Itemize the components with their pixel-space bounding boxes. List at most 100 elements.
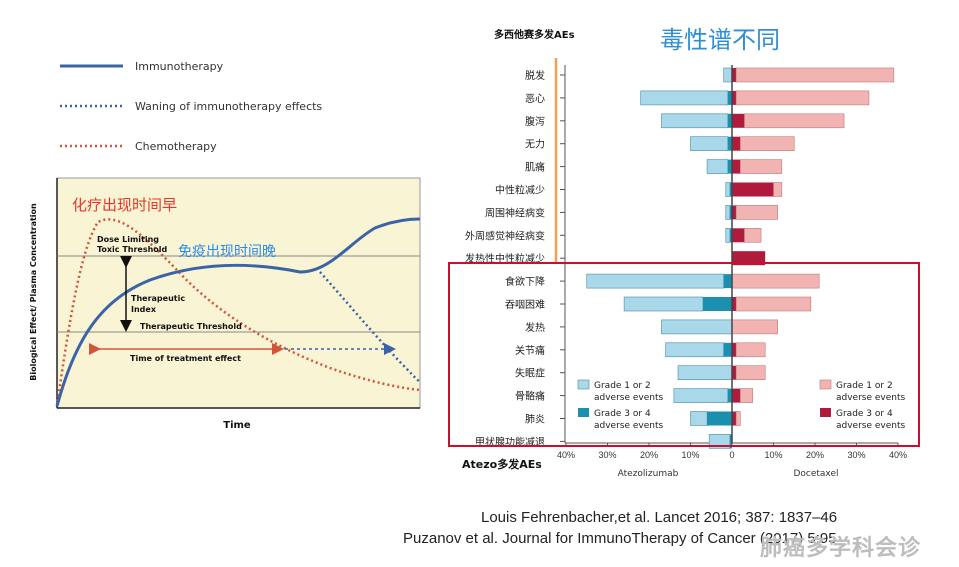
bar-docetaxel-g34 — [732, 365, 737, 380]
bar-atezo-g34 — [729, 434, 732, 449]
bar-docetaxel-g12 — [735, 296, 812, 312]
bar-atezo-g34 — [707, 411, 732, 426]
label-index: Index — [131, 305, 157, 314]
bar-docetaxel-g34 — [732, 113, 745, 128]
bar-docetaxel-g12 — [739, 136, 795, 151]
x-tick-label: 10% — [764, 450, 782, 460]
bar-docetaxel-g34 — [732, 90, 737, 105]
legend-label-chemotherapy: Chemotherapy — [135, 140, 217, 153]
category-label: 周围神经病变 — [485, 206, 545, 219]
bar-docetaxel-g12 — [739, 159, 783, 174]
bar-docetaxel-g12 — [739, 388, 754, 403]
bar-docetaxel-g34 — [732, 182, 774, 197]
category-label: 发热 — [525, 321, 545, 334]
legend-doce-g34-line2: adverse events — [836, 421, 906, 431]
legend-atezo-g34-line2: adverse events — [594, 421, 664, 431]
annotation-immuno-late: 免疫出现时间晚 — [178, 244, 276, 260]
category-label: 脱发 — [525, 69, 545, 82]
label-time-of-treatment: Time of treatment effect — [130, 354, 241, 363]
legend-atezo-g12-line1: Grade 1 or 2 — [594, 381, 651, 391]
category-label: 失眠症 — [515, 367, 545, 380]
bar-atezo-g12 — [690, 136, 729, 151]
bar-atezo-g34 — [729, 205, 732, 220]
bar-docetaxel-g12 — [735, 365, 766, 381]
chemotherapy-curve — [55, 218, 421, 407]
bar-atezo-g12 — [706, 159, 729, 174]
bar-atezo-g34 — [723, 274, 732, 289]
x-tick-label: 40% — [557, 450, 575, 460]
watermark: 肺癌多学科会诊 — [760, 536, 922, 561]
bar-docetaxel-g34 — [732, 411, 737, 426]
bar-atezo-g34 — [727, 113, 732, 128]
bar-docetaxel-g34 — [732, 342, 737, 357]
bar-docetaxel-g12 — [731, 273, 820, 289]
label-toxic-threshold: Toxic Threshold — [97, 245, 168, 254]
bar-atezo-g34 — [727, 388, 732, 403]
bar-docetaxel-g34 — [732, 251, 766, 266]
arm-label-docetaxel: Docetaxel — [793, 469, 838, 479]
bar-docetaxel-g12 — [744, 113, 845, 129]
bar-atezo-g12 — [690, 411, 708, 426]
bar-docetaxel-g34 — [732, 159, 741, 174]
bar-docetaxel-g34 — [732, 68, 737, 82]
top-label-docetaxel-aes: 多西他赛多发AEs — [494, 28, 575, 41]
legend-doce-g12-line1: Grade 1 or 2 — [836, 381, 893, 391]
category-label: 发热性中性粒减少 — [465, 252, 545, 265]
legend-swatch-doce-g34 — [820, 408, 831, 417]
bar-atezo-g12 — [661, 113, 729, 129]
bar-docetaxel-g34 — [732, 297, 737, 311]
bar-atezo-g34 — [702, 297, 732, 311]
reference-fehrenbacher: Louis Fehrenbacher,et al. Lancet 2016; 3… — [481, 509, 838, 526]
bar-docetaxel-g34 — [732, 205, 737, 220]
category-label: 腹泻 — [525, 115, 545, 128]
annotation-chemo-early: 化疗出现时间早 — [72, 196, 177, 214]
bar-docetaxel-g12 — [744, 228, 762, 243]
label-dose-limiting: Dose Limiting — [97, 235, 159, 244]
category-label: 关节痛 — [515, 344, 545, 357]
bar-atezo-g34 — [727, 90, 732, 105]
category-label: 中性粒减少 — [495, 184, 545, 197]
x-tick-label: 10% — [681, 450, 699, 460]
bar-docetaxel-g12 — [735, 67, 895, 83]
bar-atezo-g12 — [725, 228, 731, 243]
legend-doce-g34-line1: Grade 3 or 4 — [836, 409, 893, 419]
left-legend: Immunotherapy Waning of immunotherapy ef… — [60, 60, 322, 153]
bar-atezo-g12 — [586, 273, 724, 289]
category-label: 食欲下降 — [505, 275, 545, 288]
bar-atezo-g12 — [723, 67, 733, 83]
legend-swatch-doce-g12 — [819, 379, 832, 390]
bar-docetaxel-g12 — [735, 411, 741, 426]
right-chart: 多西他赛多发AEs 毒性谱不同 脱发恶心腹泻无力肌痛中性粒减少周围神经病变外周感… — [448, 26, 920, 479]
bar-atezo-g12 — [640, 90, 729, 106]
bar-atezo-g34 — [723, 342, 732, 357]
headline-toxicity-differs: 毒性谱不同 — [660, 26, 780, 54]
bar-atezo-g34 — [729, 228, 732, 243]
bar-docetaxel-g12 — [773, 182, 783, 197]
x-tick-label: 20% — [806, 450, 824, 460]
atezo-aes-highlight-box — [448, 262, 920, 447]
bar-atezo-g34 — [729, 182, 732, 197]
bar-layer — [586, 67, 895, 449]
bar-atezo-g12 — [677, 365, 733, 381]
legend-label-waning: Waning of immunotherapy effects — [135, 100, 322, 113]
x-tick-label: 30% — [847, 450, 865, 460]
category-label: 骨骼痛 — [515, 390, 545, 403]
bar-atezo-g34 — [727, 159, 732, 174]
category-label: 恶心 — [525, 93, 545, 105]
bar-docetaxel-g34 — [732, 388, 741, 403]
bar-docetaxel-g12 — [731, 319, 778, 335]
arm-label-atezolizumab: Atezolizumab — [618, 469, 679, 479]
tick-layer: 40% 30% 20% 10% 0 10% 20% 30% 40% — [557, 74, 907, 460]
label-therapeutic: Therapeutic — [131, 294, 185, 303]
legend-swatch-atezo-g12 — [577, 379, 590, 390]
bar-atezo-g12 — [725, 205, 731, 220]
bar-atezo-g12 — [661, 319, 733, 335]
x-tick-label: 20% — [640, 450, 658, 460]
immunotherapy-curve — [55, 217, 421, 407]
x-tick-label: 40% — [889, 450, 907, 460]
bar-atezo-g12 — [725, 182, 731, 197]
right-legend: Grade 1 or 2 adverse events Grade 3 or 4… — [577, 379, 906, 431]
category-label: 无力 — [525, 138, 545, 151]
left-x-axis-label: Time — [223, 420, 251, 431]
